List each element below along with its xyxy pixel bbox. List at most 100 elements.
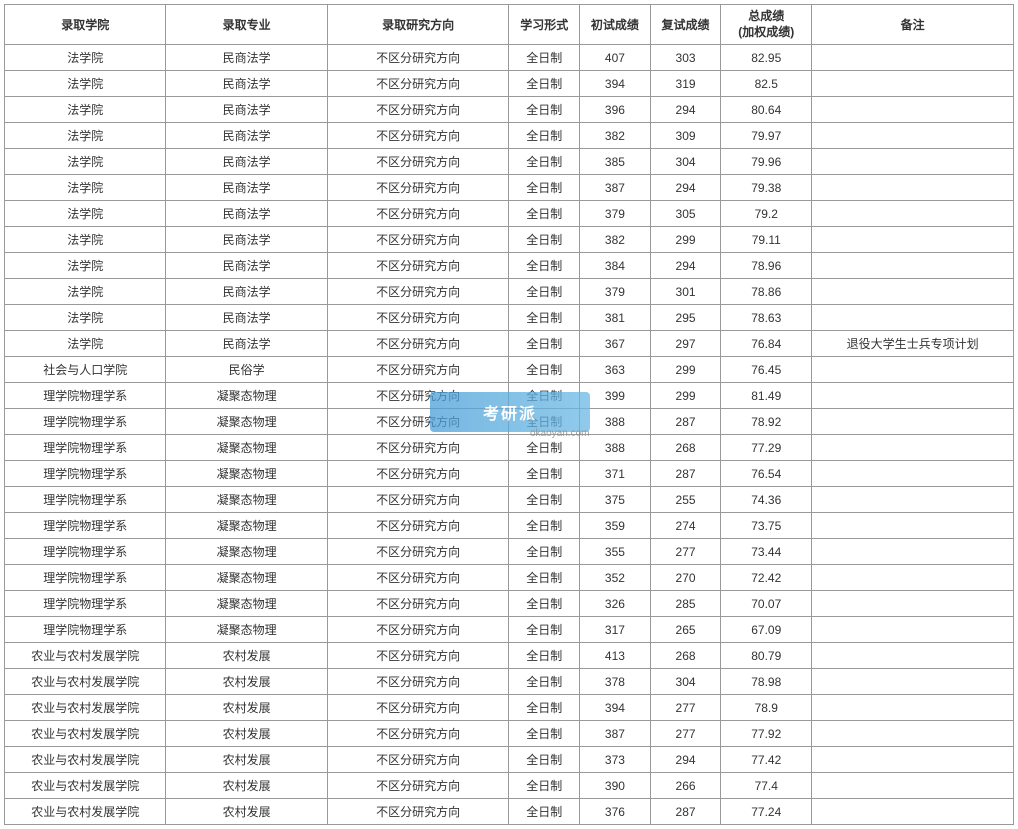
cell-major: 民商法学 bbox=[166, 331, 327, 357]
cell-total-score: 74.36 bbox=[721, 487, 812, 513]
cell-college: 法学院 bbox=[5, 331, 166, 357]
cell-total-score: 78.98 bbox=[721, 669, 812, 695]
header-major: 录取专业 bbox=[166, 5, 327, 45]
cell-remark bbox=[812, 461, 1014, 487]
cell-major: 民商法学 bbox=[166, 253, 327, 279]
table-row: 法学院民商法学不区分研究方向全日制38229979.11 bbox=[5, 227, 1014, 253]
table-row: 法学院民商法学不区分研究方向全日制38230979.97 bbox=[5, 123, 1014, 149]
cell-total-score: 78.9 bbox=[721, 695, 812, 721]
cell-remark bbox=[812, 279, 1014, 305]
cell-direction: 不区分研究方向 bbox=[327, 669, 509, 695]
cell-prelim-score: 373 bbox=[580, 747, 651, 773]
cell-direction: 不区分研究方向 bbox=[327, 617, 509, 643]
cell-direction: 不区分研究方向 bbox=[327, 513, 509, 539]
table-row: 法学院民商法学不区分研究方向全日制36729776.84退役大学生士兵专项计划 bbox=[5, 331, 1014, 357]
cell-college: 理学院物理学系 bbox=[5, 513, 166, 539]
cell-remark bbox=[812, 201, 1014, 227]
cell-total-score: 76.45 bbox=[721, 357, 812, 383]
header-remark: 备注 bbox=[812, 5, 1014, 45]
table-row: 农业与农村发展学院农村发展不区分研究方向全日制39427778.9 bbox=[5, 695, 1014, 721]
cell-major: 民商法学 bbox=[166, 149, 327, 175]
cell-college: 农业与农村发展学院 bbox=[5, 721, 166, 747]
header-college: 录取学院 bbox=[5, 5, 166, 45]
table-row: 理学院物理学系凝聚态物理不区分研究方向全日制38826877.29 bbox=[5, 435, 1014, 461]
cell-college: 法学院 bbox=[5, 97, 166, 123]
cell-total-score: 73.75 bbox=[721, 513, 812, 539]
table-body: 法学院民商法学不区分研究方向全日制40730382.95法学院民商法学不区分研究… bbox=[5, 45, 1014, 825]
cell-retest-score: 295 bbox=[650, 305, 721, 331]
cell-direction: 不区分研究方向 bbox=[327, 643, 509, 669]
cell-direction: 不区分研究方向 bbox=[327, 383, 509, 409]
cell-prelim-score: 376 bbox=[580, 799, 651, 825]
cell-direction: 不区分研究方向 bbox=[327, 539, 509, 565]
table-row: 理学院物理学系凝聚态物理不区分研究方向全日制39929981.49 bbox=[5, 383, 1014, 409]
cell-study: 全日制 bbox=[509, 123, 580, 149]
cell-prelim-score: 394 bbox=[580, 695, 651, 721]
cell-study: 全日制 bbox=[509, 227, 580, 253]
cell-remark bbox=[812, 487, 1014, 513]
cell-study: 全日制 bbox=[509, 461, 580, 487]
cell-major: 农村发展 bbox=[166, 643, 327, 669]
cell-prelim-score: 390 bbox=[580, 773, 651, 799]
cell-prelim-score: 375 bbox=[580, 487, 651, 513]
cell-retest-score: 255 bbox=[650, 487, 721, 513]
cell-study: 全日制 bbox=[509, 487, 580, 513]
table-row: 理学院物理学系凝聚态物理不区分研究方向全日制37128776.54 bbox=[5, 461, 1014, 487]
cell-prelim-score: 388 bbox=[580, 435, 651, 461]
cell-retest-score: 303 bbox=[650, 45, 721, 71]
cell-retest-score: 304 bbox=[650, 669, 721, 695]
cell-retest-score: 270 bbox=[650, 565, 721, 591]
cell-remark bbox=[812, 149, 1014, 175]
cell-total-score: 67.09 bbox=[721, 617, 812, 643]
cell-major: 农村发展 bbox=[166, 773, 327, 799]
admission-table: 录取学院 录取专业 录取研究方向 学习形式 初试成绩 复试成绩 总成绩 (加权成… bbox=[4, 4, 1014, 825]
cell-study: 全日制 bbox=[509, 149, 580, 175]
cell-retest-score: 274 bbox=[650, 513, 721, 539]
cell-direction: 不区分研究方向 bbox=[327, 45, 509, 71]
cell-study: 全日制 bbox=[509, 97, 580, 123]
cell-retest-score: 305 bbox=[650, 201, 721, 227]
cell-college: 法学院 bbox=[5, 71, 166, 97]
table-row: 理学院物理学系凝聚态物理不区分研究方向全日制35227072.42 bbox=[5, 565, 1014, 591]
cell-prelim-score: 363 bbox=[580, 357, 651, 383]
cell-study: 全日制 bbox=[509, 591, 580, 617]
cell-direction: 不区分研究方向 bbox=[327, 773, 509, 799]
cell-prelim-score: 407 bbox=[580, 45, 651, 71]
cell-direction: 不区分研究方向 bbox=[327, 409, 509, 435]
cell-remark bbox=[812, 227, 1014, 253]
cell-prelim-score: 352 bbox=[580, 565, 651, 591]
cell-remark bbox=[812, 617, 1014, 643]
cell-major: 农村发展 bbox=[166, 669, 327, 695]
cell-college: 农业与农村发展学院 bbox=[5, 695, 166, 721]
cell-direction: 不区分研究方向 bbox=[327, 201, 509, 227]
cell-remark bbox=[812, 695, 1014, 721]
table-row: 法学院民商法学不区分研究方向全日制39431982.5 bbox=[5, 71, 1014, 97]
table-row: 法学院民商法学不区分研究方向全日制40730382.95 bbox=[5, 45, 1014, 71]
cell-remark bbox=[812, 305, 1014, 331]
cell-study: 全日制 bbox=[509, 383, 580, 409]
cell-retest-score: 301 bbox=[650, 279, 721, 305]
cell-prelim-score: 359 bbox=[580, 513, 651, 539]
cell-study: 全日制 bbox=[509, 305, 580, 331]
cell-direction: 不区分研究方向 bbox=[327, 123, 509, 149]
cell-major: 民商法学 bbox=[166, 305, 327, 331]
cell-study: 全日制 bbox=[509, 799, 580, 825]
cell-prelim-score: 382 bbox=[580, 123, 651, 149]
cell-retest-score: 304 bbox=[650, 149, 721, 175]
cell-prelim-score: 355 bbox=[580, 539, 651, 565]
cell-major: 凝聚态物理 bbox=[166, 409, 327, 435]
cell-remark bbox=[812, 591, 1014, 617]
cell-major: 农村发展 bbox=[166, 721, 327, 747]
cell-college: 法学院 bbox=[5, 201, 166, 227]
header-retest-score: 复试成绩 bbox=[650, 5, 721, 45]
cell-college: 理学院物理学系 bbox=[5, 591, 166, 617]
cell-major: 民商法学 bbox=[166, 279, 327, 305]
cell-retest-score: 309 bbox=[650, 123, 721, 149]
cell-total-score: 77.29 bbox=[721, 435, 812, 461]
cell-total-score: 77.4 bbox=[721, 773, 812, 799]
cell-college: 法学院 bbox=[5, 227, 166, 253]
cell-major: 凝聚态物理 bbox=[166, 617, 327, 643]
cell-college: 理学院物理学系 bbox=[5, 435, 166, 461]
cell-study: 全日制 bbox=[509, 331, 580, 357]
cell-study: 全日制 bbox=[509, 565, 580, 591]
